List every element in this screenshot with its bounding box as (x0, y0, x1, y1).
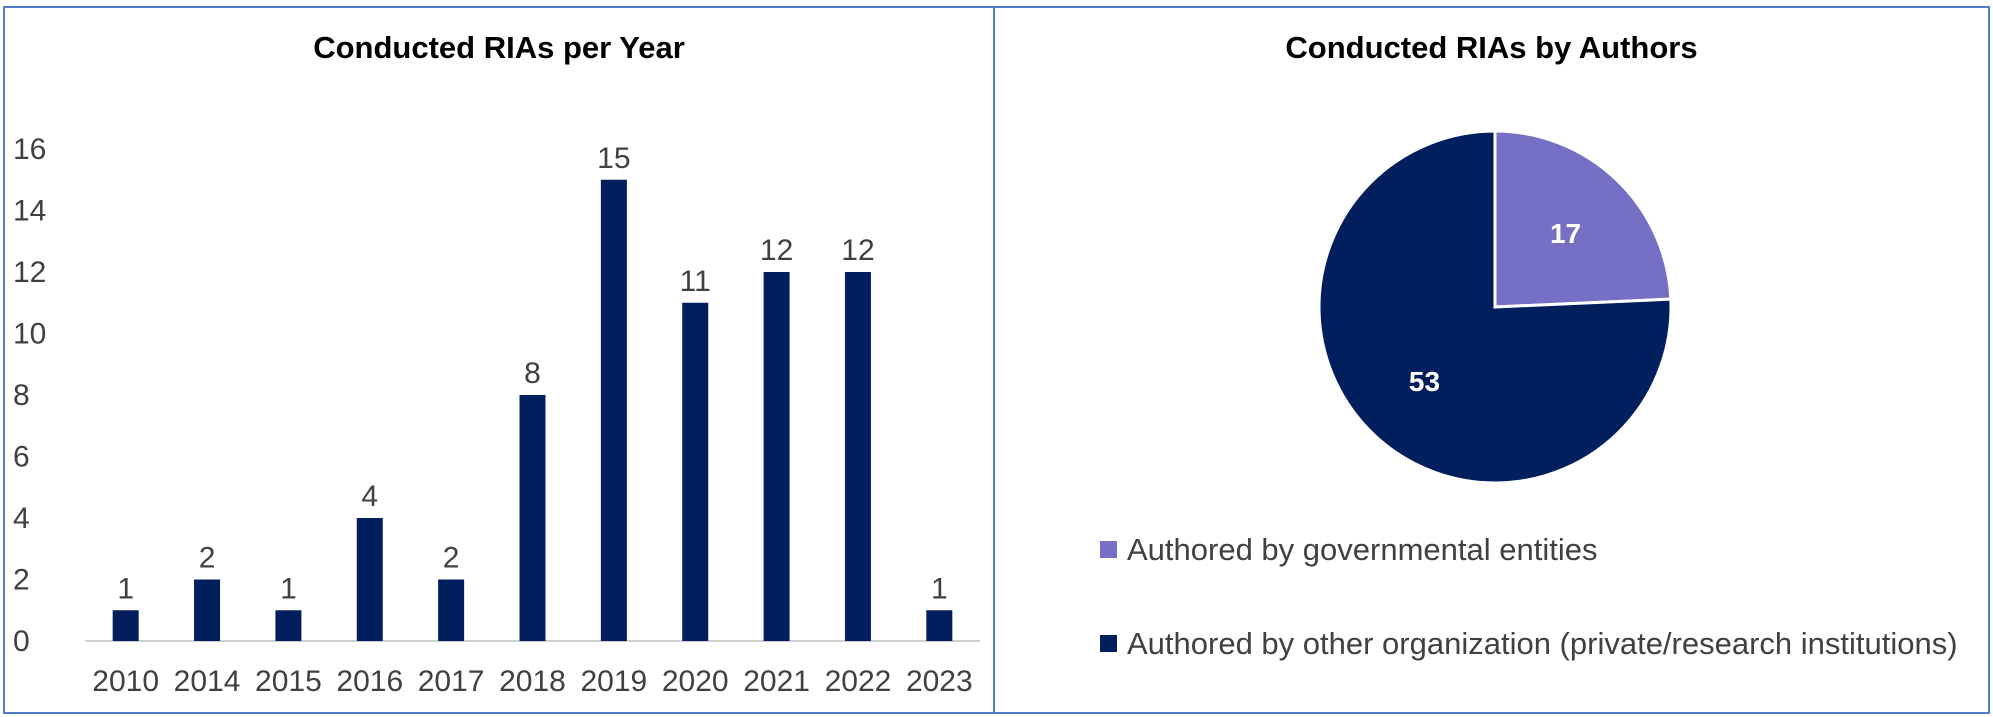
pie-slice-other-organization (1317, 129, 1673, 485)
y-tick-label-10: 10 (13, 318, 46, 351)
x-tick-label-2010: 2010 (92, 665, 159, 698)
x-tick-label-2017: 2017 (418, 665, 485, 698)
data-label-2021: 12 (760, 234, 793, 267)
y-tick-label-14: 14 (13, 195, 46, 228)
bar-2015 (275, 610, 302, 641)
y-tick-label-0: 0 (13, 625, 30, 658)
data-label-2020: 11 (680, 265, 711, 298)
x-tick-label-2023: 2023 (906, 665, 973, 698)
data-label-2018: 8 (524, 357, 541, 390)
data-label-2022: 12 (841, 234, 874, 267)
y-tick-label-2: 2 (13, 564, 30, 597)
bar-2023 (926, 610, 953, 641)
data-label-2010: 1 (117, 572, 134, 605)
bar-chart: 0 2 4 6 8 10 12 14 16 1 2010 2 2014 1 2015 4 2016 2 2017 8 2… (13, 133, 980, 698)
y-tick-label-4: 4 (13, 502, 30, 535)
x-tick-label-2016: 2016 (336, 665, 403, 698)
pie-chart-panel: Conducted RIAs by Authors 17 53 Authored … (993, 6, 1990, 714)
legend-label-other-organization: Authored by other organization (private/… (1127, 626, 1958, 661)
data-label-2015: 1 (280, 572, 297, 605)
bar-2022 (844, 272, 871, 641)
legend-swatch-other-organization (1100, 635, 1117, 652)
legend-item-governmental: Authored by governmental entities (1100, 528, 1960, 572)
legend-item-other-organization: Authored by other organization (private/… (1100, 622, 1960, 666)
y-tick-label-8: 8 (13, 379, 30, 412)
bar-2018 (519, 395, 546, 641)
data-label-2016: 4 (361, 480, 378, 513)
pie-chart-title: Conducted RIAs by Authors (1285, 30, 1698, 65)
pie-label-other-organization: 53 (1409, 366, 1440, 397)
x-tick-label-2022: 2022 (825, 665, 892, 698)
x-tick-label-2020: 2020 (662, 665, 729, 698)
bar-2010 (112, 610, 139, 641)
legend-swatch-governmental (1100, 541, 1117, 558)
y-tick-label-6: 6 (13, 441, 30, 474)
data-label-2019: 15 (597, 142, 630, 175)
x-tick-label-2019: 2019 (580, 665, 647, 698)
bar-chart-title: Conducted RIAs per Year (313, 30, 685, 65)
y-tick-label-16: 16 (13, 133, 46, 166)
x-tick-label-2018: 2018 (499, 665, 566, 698)
bar-2020 (682, 302, 709, 641)
data-label-2023: 1 (931, 572, 948, 605)
bar-chart-panel: Conducted RIAs per Year 0 2 4 6 8 10 12 14 16 1 20… (3, 6, 995, 714)
y-tick-label-12: 12 (13, 256, 46, 289)
legend-label-governmental: Authored by governmental entities (1127, 532, 1598, 567)
bar-2016 (356, 518, 383, 641)
data-label-2017: 2 (443, 542, 460, 575)
x-tick-label-2014: 2014 (174, 665, 241, 698)
bar-2014 (194, 579, 221, 641)
x-tick-label-2021: 2021 (743, 665, 810, 698)
pie-label-governmental: 17 (1550, 218, 1581, 249)
data-label-2014: 2 (199, 542, 216, 575)
pie-slice-governmental (1493, 129, 1673, 309)
bar-2017 (438, 579, 465, 641)
bar-2019 (600, 179, 627, 641)
x-tick-label-2015: 2015 (255, 665, 322, 698)
bar-2021 (763, 272, 790, 641)
